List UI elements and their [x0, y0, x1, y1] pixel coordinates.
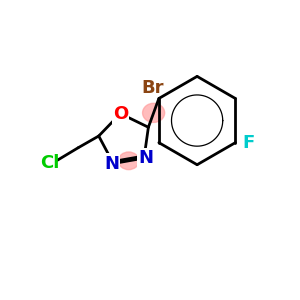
Text: F: F	[242, 134, 255, 152]
Ellipse shape	[142, 103, 165, 122]
Text: N: N	[104, 154, 119, 172]
Text: O: O	[113, 105, 128, 123]
Text: N: N	[138, 149, 153, 167]
Text: Br: Br	[142, 79, 164, 97]
Text: Cl: Cl	[40, 154, 60, 172]
Ellipse shape	[118, 152, 139, 169]
